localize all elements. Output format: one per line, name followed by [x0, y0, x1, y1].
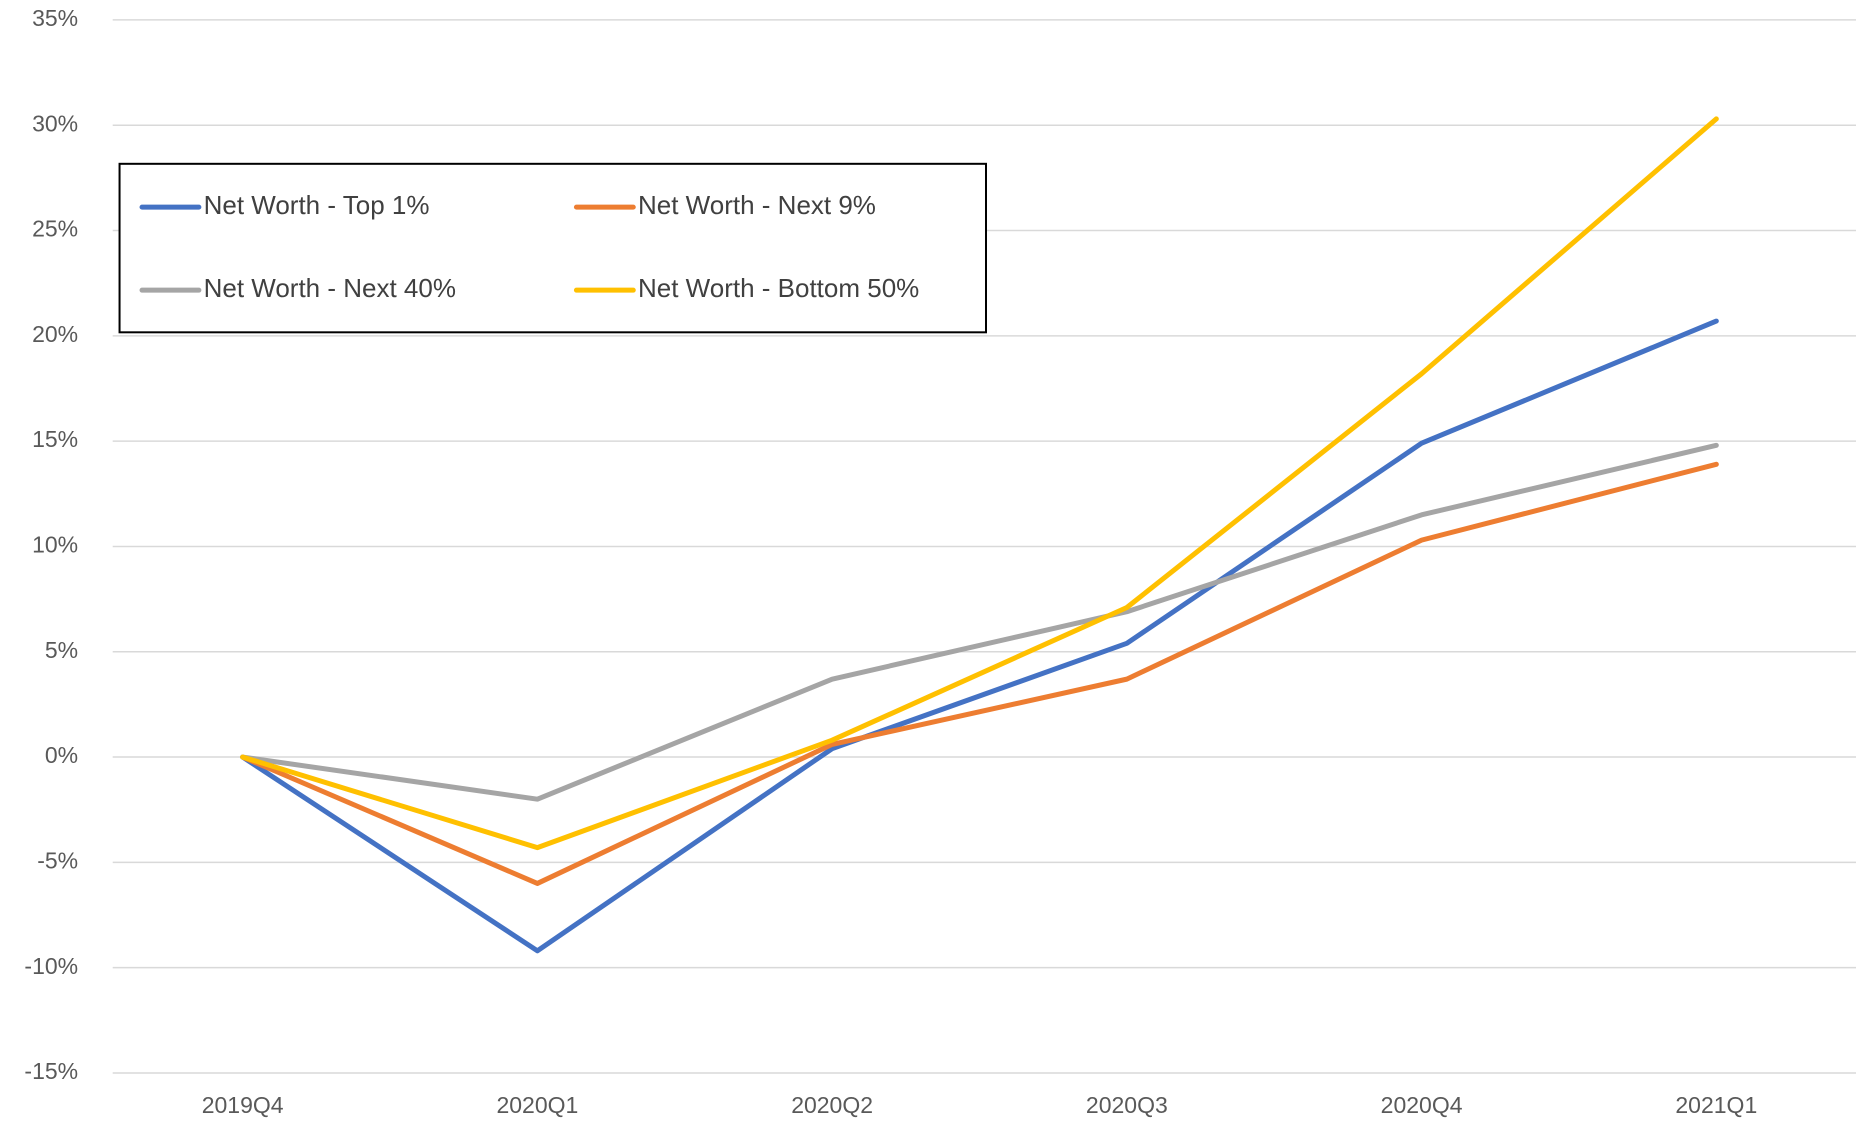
y-tick-label: 25% — [32, 216, 78, 242]
y-tick-label: 0% — [45, 742, 78, 768]
y-tick-label: -10% — [24, 953, 78, 979]
y-tick-label: 30% — [32, 110, 78, 136]
legend: Net Worth - Top 1% Net Worth - Next 9% Net… — [118, 162, 987, 334]
x-tick-label: 2020Q1 — [496, 1092, 578, 1118]
legend-box — [118, 162, 987, 334]
legend-label: Net Worth - Next 9% — [638, 190, 876, 220]
x-tick-label: 2020Q4 — [1381, 1092, 1463, 1118]
y-tick-label: -15% — [24, 1058, 78, 1084]
series-line — [240, 318, 1719, 954]
x-tick-label: 2020Q2 — [791, 1092, 873, 1118]
series-line — [240, 116, 1719, 851]
x-tick-label: 2020Q3 — [1086, 1092, 1168, 1118]
y-tick-label: 20% — [32, 321, 78, 347]
y-tick-label: 35% — [32, 5, 78, 31]
legend-label: Net Worth - Top 1% — [204, 190, 430, 220]
y-tick-label: 5% — [45, 637, 78, 663]
series-line — [240, 461, 1719, 886]
x-tick-label: 2019Q4 — [202, 1092, 284, 1118]
legend-label: Net Worth - Next 40% — [204, 273, 456, 303]
legend-label: Net Worth - Bottom 50% — [638, 273, 919, 303]
y-tick-label: 15% — [32, 426, 78, 452]
y-tick-label: 10% — [32, 532, 78, 558]
x-tick-label: 2021Q1 — [1675, 1092, 1757, 1118]
series-line — [240, 442, 1719, 802]
y-tick-label: -5% — [37, 847, 78, 873]
